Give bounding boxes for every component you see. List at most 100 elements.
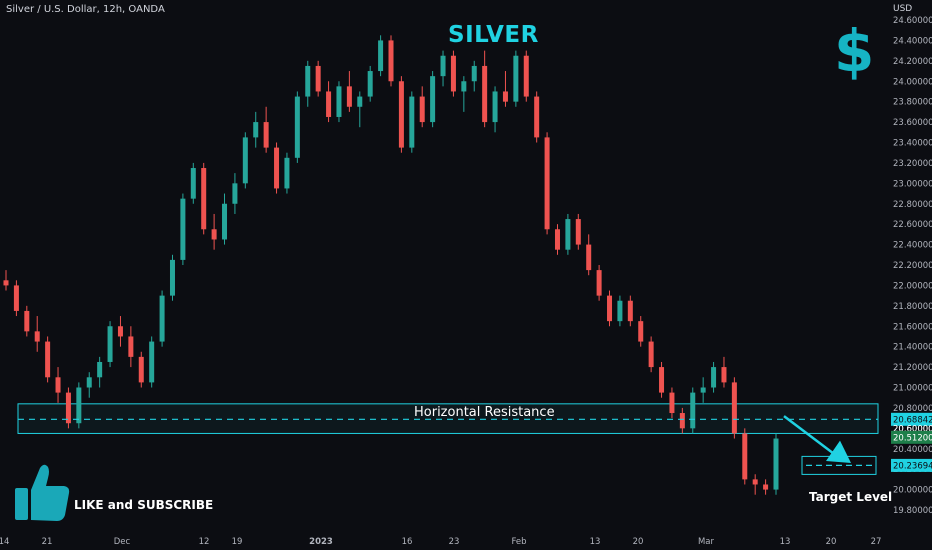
candle [388, 40, 394, 82]
candle [679, 413, 685, 429]
candle [222, 203, 228, 240]
x-tick-label: 2023 [309, 537, 333, 547]
candle [336, 86, 342, 117]
y-tick-label: 23.60000 [893, 118, 932, 128]
candle [627, 300, 633, 322]
y-tick-label: 22.00000 [893, 281, 932, 291]
candle [34, 331, 40, 342]
candle [190, 168, 196, 199]
candle [450, 55, 456, 92]
candle [138, 356, 144, 383]
price-label: 20.60000 [893, 424, 932, 434]
candle [575, 219, 581, 245]
y-tick-label: 23.20000 [893, 159, 932, 169]
candle [586, 244, 592, 271]
candle [294, 96, 300, 158]
y-tick-label: 20.80000 [893, 404, 932, 414]
candle [55, 377, 61, 393]
candle [107, 326, 113, 362]
price-label: 20.51200 [893, 433, 932, 443]
candle [305, 65, 311, 97]
candle [346, 86, 352, 107]
candle [721, 367, 727, 383]
candle [45, 341, 51, 378]
currency-label: USD [893, 4, 913, 14]
candle [700, 387, 706, 393]
y-tick-label: 21.20000 [893, 363, 932, 373]
candle [492, 91, 498, 123]
candle [617, 300, 623, 322]
candle [357, 96, 363, 107]
price-label-bg [891, 458, 932, 472]
candle [117, 326, 123, 337]
candle [97, 361, 103, 378]
candle [76, 387, 82, 424]
candle [263, 122, 269, 148]
candle [315, 65, 321, 92]
candle [513, 55, 519, 102]
candle [86, 377, 92, 388]
x-tick-label: 16 [402, 537, 413, 547]
y-tick-label: 22.80000 [893, 200, 932, 210]
dollar-sign-icon: $ [834, 17, 875, 85]
y-tick-label: 20.00000 [893, 486, 932, 496]
candle [711, 367, 717, 388]
candle [440, 55, 446, 77]
y-tick-label: 24.20000 [893, 57, 932, 67]
candle [752, 479, 758, 485]
candle [398, 81, 404, 148]
x-tick-label: 14 [0, 537, 9, 547]
y-tick-label: 20.40000 [893, 445, 932, 455]
x-tick-label: 13 [780, 537, 791, 547]
candle [763, 484, 769, 490]
x-tick-label: Dec [114, 537, 131, 547]
price-label-bg [891, 430, 932, 444]
y-tick-label: 24.40000 [893, 36, 932, 46]
candle [409, 96, 415, 148]
candle [326, 91, 332, 117]
x-tick-label: 27 [871, 537, 882, 547]
x-tick-label: 20 [633, 537, 644, 547]
x-tick-label: Mar [698, 537, 715, 547]
candle [565, 219, 571, 250]
candle [648, 341, 654, 368]
resistance-annotation: Horizontal Resistance [414, 405, 555, 420]
candle [544, 137, 550, 230]
candle [13, 285, 19, 311]
candle [596, 270, 602, 296]
symbol-info: Silver / U.S. Dollar, 12h, OANDA [6, 4, 165, 15]
candle [773, 438, 779, 490]
candle [419, 96, 425, 123]
candle [284, 157, 290, 189]
y-tick-label: 22.60000 [893, 220, 932, 230]
candle [232, 183, 238, 204]
x-tick-label: 21 [42, 537, 53, 547]
candle [159, 295, 165, 342]
candle [607, 295, 613, 322]
candle [471, 65, 477, 82]
candle [180, 198, 186, 260]
candle [128, 336, 134, 357]
price-label: 20.68842 [893, 415, 932, 425]
x-tick-label: 20 [826, 537, 837, 547]
like-subscribe-text: LIKE and SUBSCRIBE [74, 498, 214, 512]
candle [169, 259, 175, 296]
y-tick-label: 24.60000 [893, 16, 932, 26]
thumbs-up-icon [14, 462, 70, 528]
x-tick-label: 23 [449, 537, 460, 547]
candle [65, 392, 71, 424]
y-tick-label: 21.80000 [893, 302, 932, 312]
y-tick-label: 19.80000 [893, 506, 932, 516]
candle [690, 392, 696, 429]
y-tick-label: 21.40000 [893, 343, 932, 353]
candle [24, 310, 30, 332]
price-label-bg [891, 412, 932, 426]
candle [211, 229, 217, 240]
candle [274, 147, 280, 189]
x-tick-label: 19 [232, 537, 243, 547]
candle [638, 321, 644, 342]
candle [669, 392, 675, 414]
candle [378, 40, 384, 72]
